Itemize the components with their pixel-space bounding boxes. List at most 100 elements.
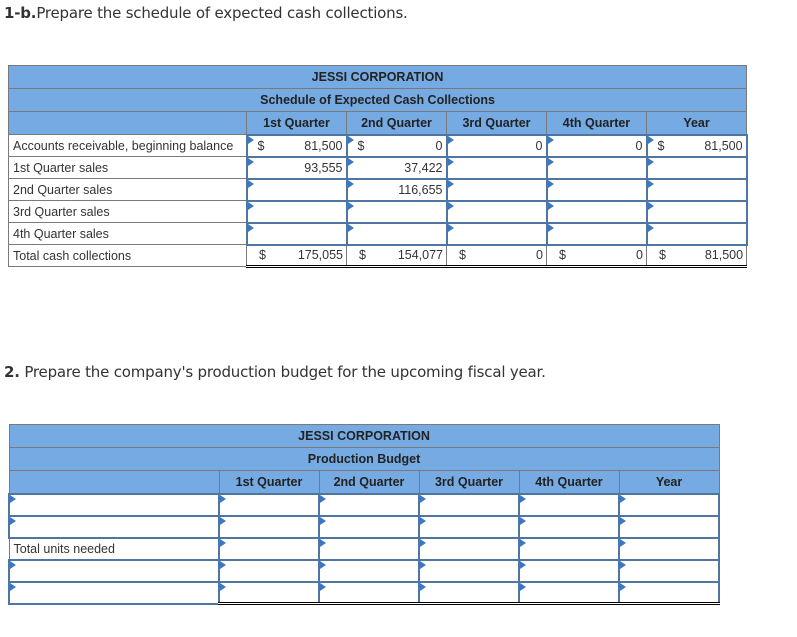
currency-symbol: $ <box>559 248 566 263</box>
input-marker-icon <box>420 582 426 591</box>
input-cell-q1[interactable] <box>218 580 320 605</box>
input-cell-q2[interactable]: 116,655 <box>345 177 448 202</box>
input-cell-q4[interactable] <box>518 558 620 583</box>
input-marker-icon <box>320 494 326 503</box>
input-marker-icon <box>447 179 454 188</box>
input-marker-icon <box>320 538 326 547</box>
input-cell-q4[interactable] <box>518 514 620 539</box>
input-marker-icon <box>220 560 226 569</box>
input-cell-q4[interactable] <box>545 199 648 224</box>
input-marker-icon <box>247 157 254 166</box>
input-marker-icon <box>247 223 254 232</box>
input-cell-q3[interactable] <box>418 492 520 517</box>
input-marker-icon <box>420 516 426 525</box>
input-cell-q1[interactable] <box>218 558 320 583</box>
input-marker-icon <box>347 201 354 210</box>
cell-value: 81,500 <box>704 248 744 263</box>
row-label-input[interactable] <box>8 492 220 517</box>
company-name: JESSI CORPORATION <box>8 424 720 448</box>
table-row: Total units needed <box>8 536 721 561</box>
input-cell-q2[interactable] <box>318 580 420 605</box>
table-row: Accounts receivable, beginning balance $… <box>8 133 748 158</box>
input-cell-q4[interactable] <box>518 492 620 517</box>
input-cell-year[interactable] <box>617 514 721 539</box>
input-cell-q2[interactable]: $0 <box>345 133 448 158</box>
input-marker-icon <box>620 494 626 503</box>
input-marker-icon <box>247 179 254 188</box>
question-text: Prepare the company's production budget … <box>24 363 546 381</box>
question-2: 2. Prepare the company's production budg… <box>4 363 546 381</box>
input-cell-q4[interactable] <box>518 580 620 605</box>
col-header-q2: 2nd Quarter <box>346 111 447 135</box>
input-cell-q3[interactable] <box>418 536 520 561</box>
input-cell-q2[interactable]: 37,422 <box>345 155 448 180</box>
input-cell-q2[interactable] <box>318 492 420 517</box>
input-cell-q2[interactable] <box>318 514 420 539</box>
table-row: 3rd Quarter sales <box>8 199 748 224</box>
input-cell-q1[interactable] <box>245 177 348 202</box>
input-cell-q3[interactable] <box>418 514 520 539</box>
input-cell-q2[interactable] <box>318 558 420 583</box>
input-cell-q3[interactable] <box>445 221 548 246</box>
question-text: Prepare the schedule of expected cash co… <box>36 4 408 22</box>
input-cell-q2[interactable] <box>318 536 420 561</box>
input-cell-q3[interactable] <box>418 558 520 583</box>
input-cell-q1[interactable] <box>245 199 348 224</box>
input-marker-icon <box>447 135 454 144</box>
col-header-q1: 1st Quarter <box>246 111 347 135</box>
input-cell-q1[interactable] <box>245 221 348 246</box>
currency-symbol: $ <box>257 138 265 153</box>
input-cell-q4[interactable] <box>545 155 648 180</box>
input-cell-q3[interactable] <box>445 155 548 180</box>
row-label-input[interactable] <box>8 558 220 583</box>
input-cell-q1[interactable] <box>218 536 320 561</box>
currency-symbol: $ <box>357 138 365 153</box>
input-marker-icon <box>220 582 226 591</box>
table-row: 1st Quarter sales 93,555 37,422 <box>8 155 748 180</box>
row-label-input[interactable] <box>8 514 220 539</box>
currency-symbol: $ <box>659 248 666 263</box>
cell-value: 154,077 <box>397 248 443 263</box>
input-cell-year[interactable] <box>645 177 748 202</box>
cell-value: 93,555 <box>304 160 343 175</box>
input-marker-icon <box>620 538 626 547</box>
input-cell-q3[interactable] <box>445 177 548 202</box>
input-cell-q4[interactable] <box>518 536 620 561</box>
cell-value: 0 <box>536 248 543 263</box>
input-cell-year[interactable] <box>645 199 748 224</box>
input-marker-icon <box>547 157 554 166</box>
input-cell-q1[interactable]: 93,555 <box>245 155 348 180</box>
input-marker-icon <box>620 582 626 591</box>
input-cell-q1[interactable] <box>218 492 320 517</box>
input-cell-q3[interactable] <box>418 580 520 605</box>
input-marker-icon <box>220 516 226 525</box>
input-cell-q3[interactable] <box>445 199 548 224</box>
input-cell-year[interactable] <box>617 536 721 561</box>
input-cell-q2[interactable] <box>345 199 448 224</box>
input-cell-year[interactable] <box>617 558 721 583</box>
input-cell-year[interactable] <box>645 155 748 180</box>
input-cell-year[interactable] <box>645 221 748 246</box>
input-cell-year[interactable] <box>617 492 721 517</box>
input-marker-icon <box>520 538 526 547</box>
row-label: 1st Quarter sales <box>8 156 247 179</box>
input-cell-q4[interactable] <box>545 221 648 246</box>
input-cell-q4[interactable]: 0 <box>545 133 648 158</box>
input-cell-q2[interactable] <box>345 221 448 246</box>
total-cell-q1: $175,055 <box>246 243 347 268</box>
input-marker-icon <box>10 582 16 591</box>
input-cell-q1[interactable]: $81,500 <box>245 133 348 158</box>
row-label-input[interactable] <box>8 580 220 605</box>
input-cell-q3[interactable]: 0 <box>445 133 548 158</box>
input-marker-icon <box>520 560 526 569</box>
col-header-q3: 3rd Quarter <box>446 111 547 135</box>
input-marker-icon <box>320 560 326 569</box>
input-cell-year[interactable] <box>617 580 721 605</box>
cash-collections-table: JESSI CORPORATION Schedule of Expected C… <box>7 65 748 268</box>
input-cell-q4[interactable] <box>545 177 648 202</box>
input-cell-q1[interactable] <box>218 514 320 539</box>
cell-value: 175,055 <box>297 248 343 263</box>
total-cell-year: $81,500 <box>645 243 748 268</box>
input-marker-icon <box>447 157 454 166</box>
input-cell-year[interactable]: $81,500 <box>645 133 748 158</box>
